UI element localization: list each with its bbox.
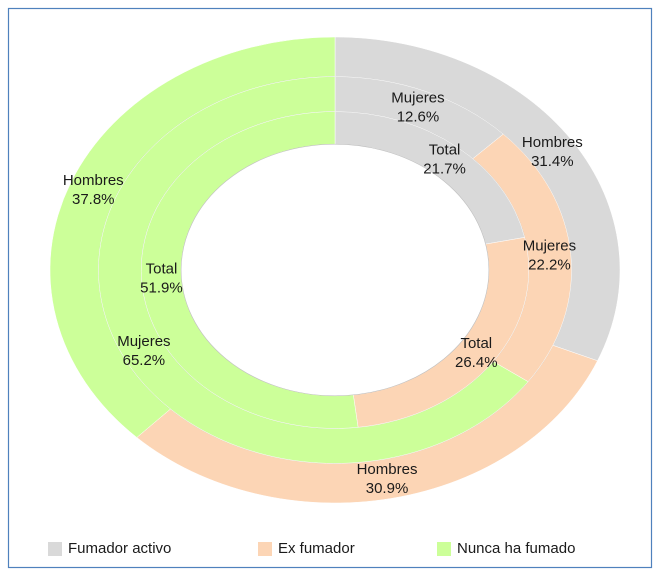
data-label-name: Mujeres xyxy=(117,333,170,350)
legend-label: Nunca ha fumado xyxy=(457,540,575,557)
data-label-name: Mujeres xyxy=(391,90,444,107)
data-label: 12.6% xyxy=(397,109,440,126)
data-label: 30.9% xyxy=(366,480,409,497)
data-label-name: Mujeres xyxy=(523,238,576,255)
legend-swatch xyxy=(258,542,272,556)
legend-label: Ex fumador xyxy=(278,540,355,557)
data-label: 21.7% xyxy=(423,161,466,178)
legend-swatch xyxy=(48,542,62,556)
data-label: 65.2% xyxy=(123,352,166,369)
data-label-name: Hombres xyxy=(357,461,418,478)
legend-swatch xyxy=(437,542,451,556)
data-label-name: Hombres xyxy=(522,134,583,151)
data-label: 31.4% xyxy=(531,153,574,170)
data-label-name: Hombres xyxy=(63,172,124,189)
data-label-name: Total xyxy=(146,260,178,277)
data-label: 26.4% xyxy=(455,354,498,371)
data-label: 51.9% xyxy=(140,279,183,296)
data-label-name: Total xyxy=(460,335,492,352)
legend-label: Fumador activo xyxy=(68,540,171,557)
data-label: 37.8% xyxy=(72,191,115,208)
data-label-name: Total xyxy=(429,142,461,159)
ring-divider xyxy=(180,143,490,397)
data-label: 22.2% xyxy=(528,257,571,274)
